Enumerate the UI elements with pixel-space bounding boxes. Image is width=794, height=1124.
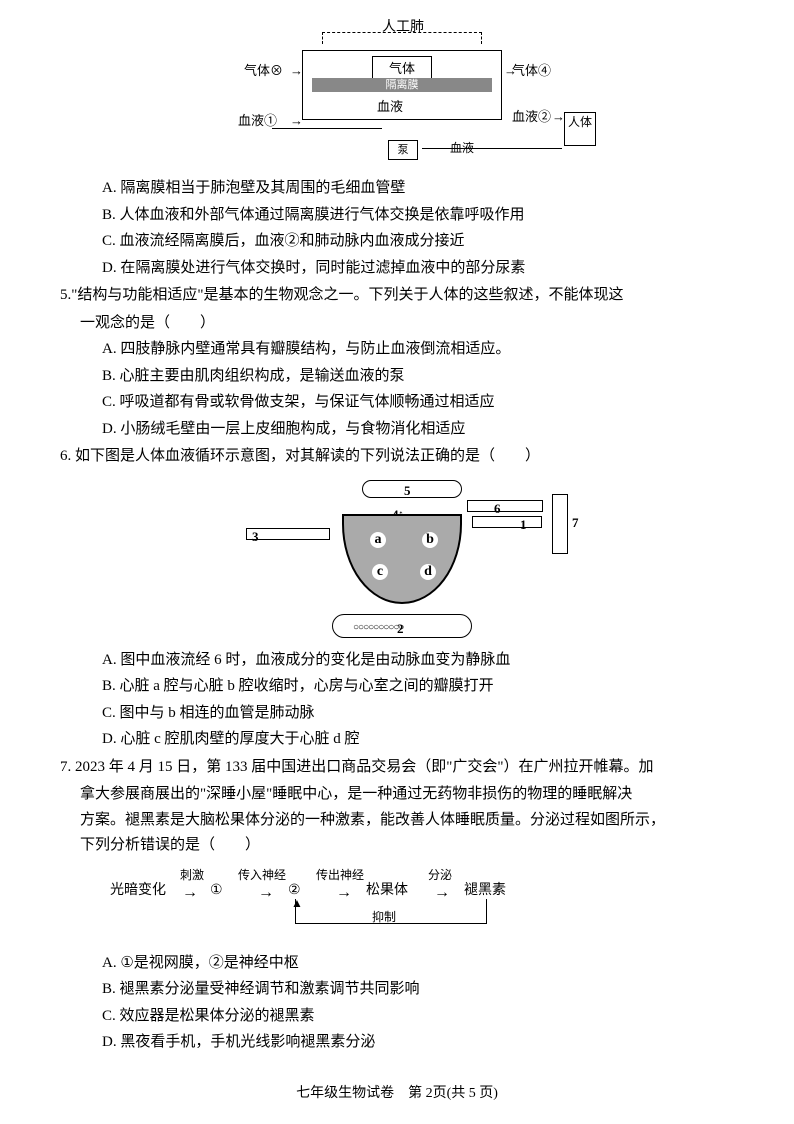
q6-option-a: A. 图中血液流经 6 时，血液成分的变化是由动脉血变为静脉血 [60,648,744,674]
label-b: b [422,532,438,548]
q4-option-a: A. 隔离膜相当于肺泡壁及其周围的毛细血管壁 [60,176,744,202]
melatonin: 褪黑素 [464,879,506,903]
q5-stem: 5."结构与功能相适应"是基本的生物观念之一。下列关于人体的这些叙述，不能体现这 [60,283,744,309]
blood-circulation-diagram: 5 6 7 1 4 ↑ 3 a b c d ○○○○○○○○○○ 2 [212,474,592,644]
q7-stem-3: 方案。褪黑素是大脑松果体分泌的一种激素，能改善人体睡眠质量。分泌过程如图所示， [60,808,744,834]
q5-option-a: A. 四肢静脉内壁通常具有瓣膜结构，与防止血液倒流相适应。 [60,337,744,363]
membrane-label: 隔离膜 [312,78,492,92]
q7-option-b: B. 褪黑素分泌量受神经调节和激素调节共同影响 [60,977,744,1003]
light-change: 光暗变化 [110,879,166,903]
label-c: c [372,564,388,580]
q7-option-a: A. ①是视网膜，②是神经中枢 [60,951,744,977]
q5-option-d: D. 小肠绒毛壁由一层上皮细胞构成，与食物消化相适应 [60,417,744,443]
artificial-lung-diagram: 人工肺 气体⊗ → 气体 → 气体④ 隔离膜 血液 血液① → 血液② → 人体… [212,20,592,170]
gas-out-label: 气体④ [512,60,551,82]
q6-option-d: D. 心脏 c 腔肌肉壁的厚度大于心脏 d 腔 [60,727,744,753]
blood-out-label: 血液② [512,106,551,128]
q5-stem-cont: 一观念的是（ ） [60,311,744,337]
q7-stem-1: 7. 2023 年 4 月 15 日，第 133 届中国进出口商品交易会（即"广… [60,755,744,781]
label-a: a [370,532,386,548]
q4-option-d: D. 在隔离膜处进行气体交换时，同时能过滤掉血液中的部分尿素 [60,256,744,282]
body-box: 人体 [564,112,596,146]
gas-in-label: 气体⊗ [244,60,283,82]
inhibit-text: 抑制 [372,907,396,927]
q5-option-c: C. 呼吸道都有骨或软骨做支架，与保证气体顺畅通过相适应 [60,390,744,416]
q5-option-b: B. 心脏主要由肌肉组织构成，是输送血液的泵 [60,364,744,390]
inner-blood: 血液 [377,96,403,118]
pineal: 松果体 [366,879,408,903]
q4-option-c: C. 血液流经隔离膜后，血液②和肺动脉内血液成分接近 [60,229,744,255]
label-1: 1 [520,514,527,536]
page-footer: 七年级生物试卷 第 2页(共 5 页) [0,1082,794,1106]
q6-option-c: C. 图中与 b 相连的血管是肺动脉 [60,701,744,727]
heart-shape [342,514,462,604]
melatonin-diagram: 光暗变化 刺激 ① 传入神经 ② 传出神经 松果体 分泌 褪黑素 ▲ 抑制 [110,865,610,945]
node-1: ① [210,879,223,903]
pump-box: 泵 [388,140,418,160]
q6-stem: 6. 如下图是人体血液循环示意图，对其解读的下列说法正确的是（ ） [60,444,744,470]
q6-option-b: B. 心脏 a 腔与心脏 b 腔收缩时，心房与心室之间的瓣膜打开 [60,674,744,700]
label-5: 5 [404,480,411,502]
q7-option-d: D. 黑夜看手机，手机光线影响褪黑素分泌 [60,1030,744,1056]
q7-option-c: C. 效应器是松果体分泌的褪黑素 [60,1004,744,1030]
q4-option-b: B. 人体血液和外部气体通过隔离膜进行气体交换是依靠呼吸作用 [60,203,744,229]
label-d: d [420,564,436,580]
label-3: 3 [252,526,259,548]
label-7: 7 [572,512,579,534]
q7-stem-2: 拿大参展商展出的"深睡小屋"睡眠中心，是一种通过无药物非损伤的物理的睡眠解决 [60,782,744,808]
q7-stem-4: 下列分析错误的是（ ） [60,833,744,859]
label-2: 2 [397,618,404,640]
